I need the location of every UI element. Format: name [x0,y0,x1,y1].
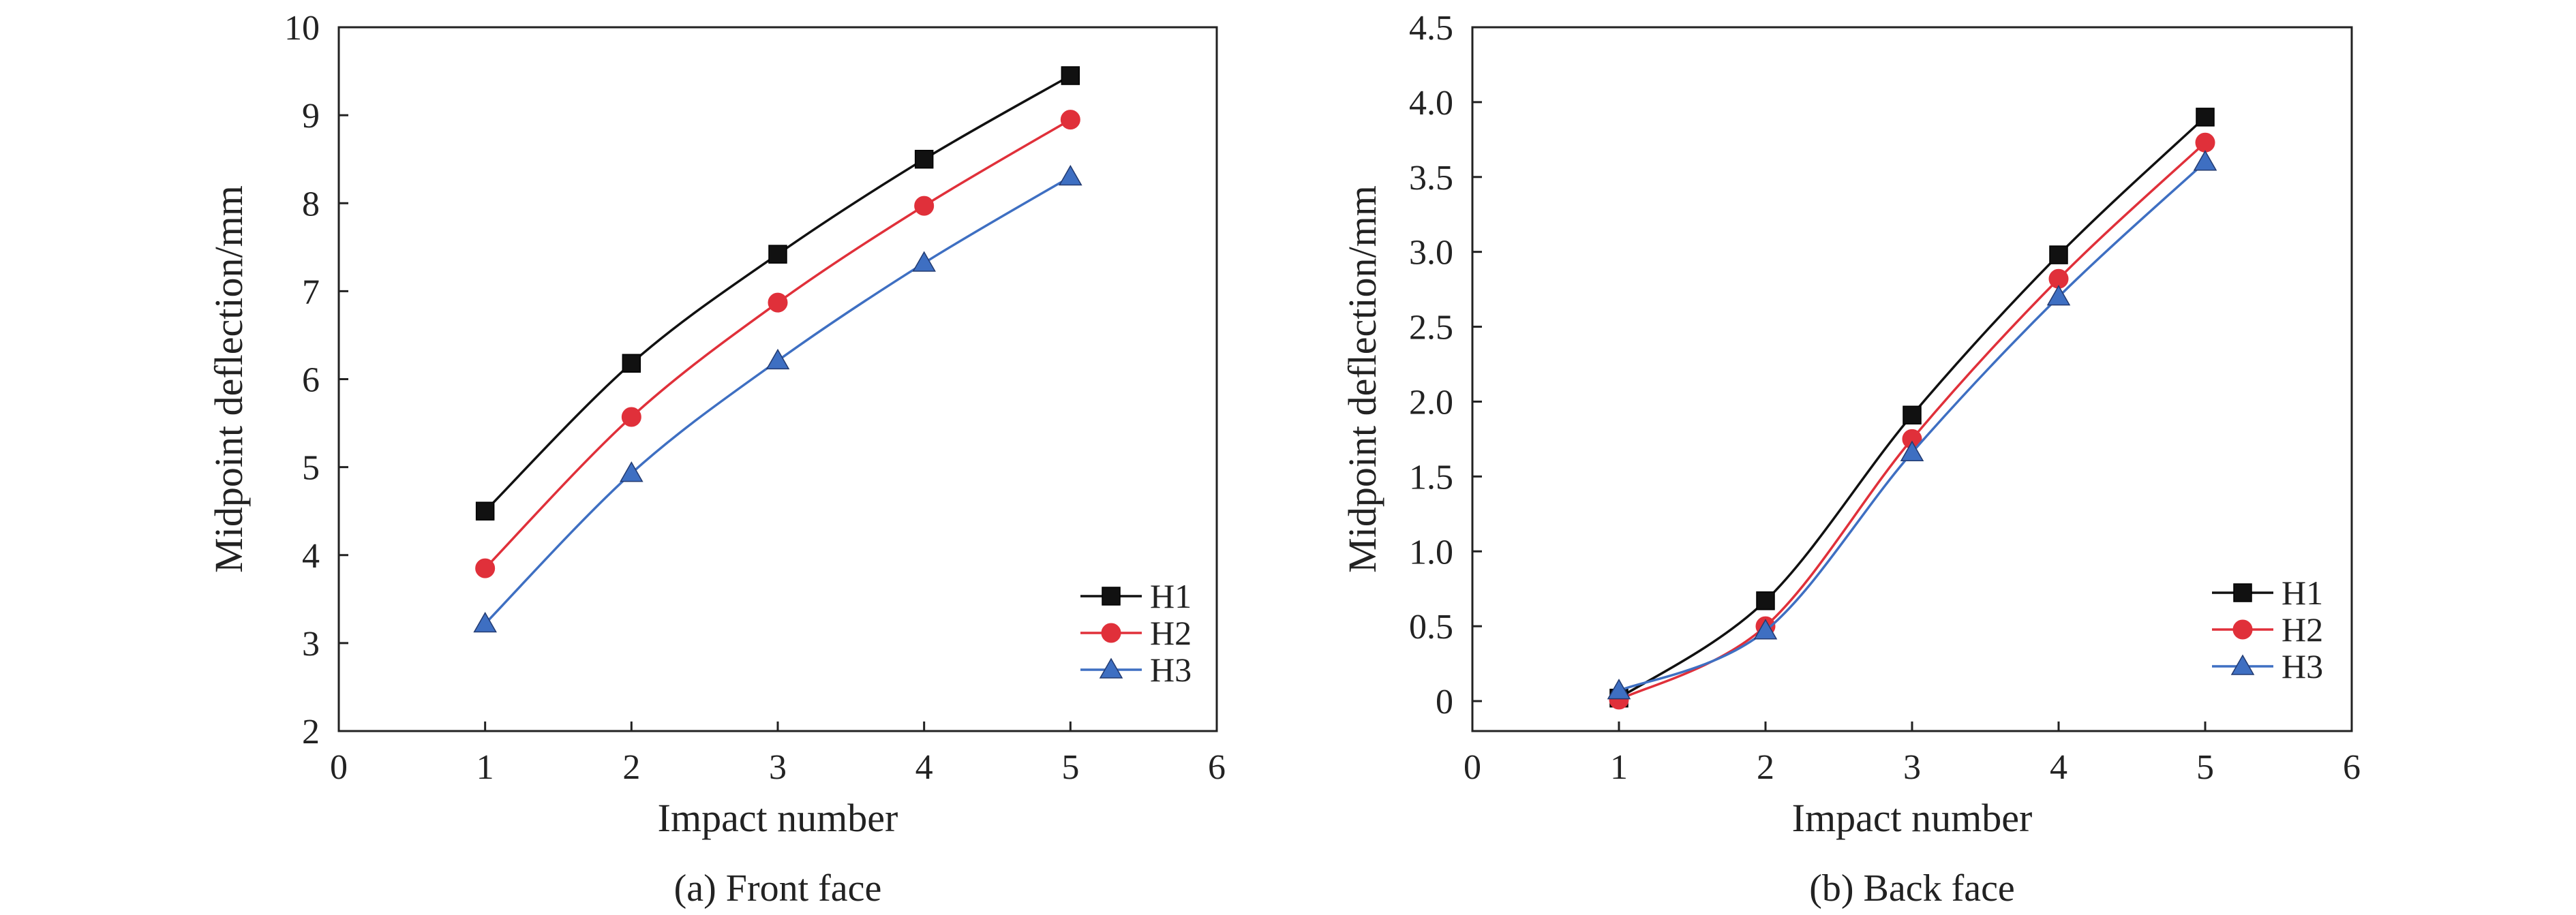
legend-marker-h3 [2230,654,2255,675]
y-tick-label: 8 [302,185,320,223]
data-point-h3 [766,348,790,370]
x-tick-label: 1 [1610,748,1628,787]
x-tick-label: 2 [622,748,640,787]
y-tick-label: 5 [302,449,320,488]
data-point-h1 [1756,591,1775,610]
y-tick-label: 0 [1436,683,1453,722]
data-point-h1 [622,354,641,373]
data-point-h2 [768,292,788,313]
data-point-h1 [914,149,934,169]
data-point-h1 [1061,66,1080,85]
y-tick-label: 4.5 [1409,9,1453,48]
y-tick-label: 3.0 [1409,234,1453,273]
data-point-h3 [2193,150,2217,171]
y-tick-label: 3 [302,625,320,664]
y-tick-label: 2.5 [1409,309,1453,347]
series-line-h3 [1618,161,2207,692]
legend-label-h3: H3 [1150,651,1192,689]
chart-front-face: 0 1 2 3 4 5 6 2 3 4 5 6 7 8 9 10 Impact number Midpoint d… [207,9,1226,910]
legend-label-h3: H3 [2282,647,2323,685]
y-tick-label: 0.5 [1409,608,1453,647]
x-tick-label: 6 [2343,748,2361,787]
data-point-h1 [2196,108,2215,127]
plot-frame [337,26,1218,732]
legend-marker-h1 [2233,583,2252,602]
data-point-h2 [621,407,641,427]
y-tick-label: 4 [302,537,320,576]
data-point-h2 [2195,132,2215,153]
data-point-h3 [2046,285,2071,306]
chart-caption: (a) Front face [674,867,882,910]
series-line-h3 [484,176,1072,625]
y-tick-label: 1.0 [1409,533,1453,572]
x-tick-label: 4 [2050,748,2067,787]
y-tick-label: 10 [284,9,320,48]
series-line-h2 [484,119,1072,570]
plot-frame [1471,26,2353,732]
x-axis-title: Impact number [658,796,898,840]
data-point-h3 [1753,619,1778,640]
y-tick-label: 2 [302,713,320,751]
y-tick-label: 7 [302,273,320,311]
legend-marker-h1 [1102,587,1121,606]
x-tick-label: 1 [476,748,494,787]
x-tick-label: 5 [1061,748,1079,787]
data-point-h3 [912,251,936,272]
x-tick-label: 3 [769,748,787,787]
x-axis-title: Impact number [1792,796,2033,840]
legend-marker-h3 [1099,657,1123,679]
legend-label-h2: H2 [1150,614,1192,652]
data-point-h3 [1059,165,1082,186]
legend-marker-h2 [1101,623,1121,643]
legend-label-h1: H1 [1150,577,1192,615]
x-tick-label: 6 [1208,748,1226,787]
y-axis-title: Midpoint deflection/mm [1340,185,1384,573]
y-tick-label: 2.0 [1409,383,1453,422]
data-point-h3 [473,611,497,633]
data-point-h3 [1900,440,1924,461]
chart-back-face: 0 1 2 3 4 5 6 0 0.5 1.0 1.5 2.0 2.5 3.0 3.5 4.0 4.5 Impac… [1340,9,2361,910]
x-tick-label: 4 [915,748,933,787]
legend-label-h1: H1 [2282,574,2323,612]
data-point-h3 [620,461,643,482]
y-axis-title: Midpoint deflection/mm [207,185,251,573]
data-point-h2 [475,558,496,578]
data-point-h2 [914,196,935,216]
legend-marker-h2 [2232,619,2253,640]
data-point-h1 [768,245,787,264]
x-tick-label: 5 [2196,748,2214,787]
data-point-h2 [1060,110,1080,130]
y-tick-label: 4.0 [1409,84,1453,123]
y-tick-label: 3.5 [1409,159,1453,198]
x-tick-label: 0 [1464,748,1481,787]
data-point-h1 [2049,245,2068,264]
data-point-h1 [1903,405,1922,424]
data-point-h3 [1607,679,1631,700]
y-tick-label: 1.5 [1409,458,1453,497]
x-tick-label: 0 [330,748,348,787]
x-tick-label: 2 [1757,748,1774,787]
y-tick-label: 9 [302,97,320,136]
y-tick-label: 6 [302,361,320,400]
data-point-h1 [475,501,495,521]
x-tick-label: 3 [1903,748,1921,787]
chart-caption: (b) Back face [1809,867,2015,910]
legend-label-h2: H2 [2282,610,2323,649]
